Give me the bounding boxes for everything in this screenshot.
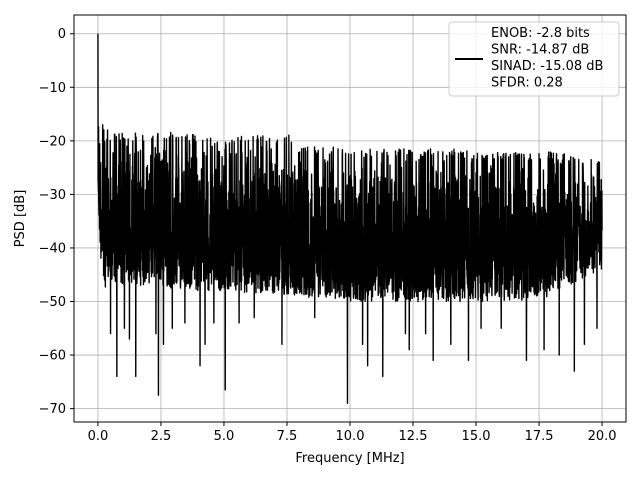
x-tick-label: 5.0	[214, 429, 235, 444]
x-tick-label: 15.0	[462, 429, 491, 444]
y-tick-label: −50	[39, 295, 66, 310]
y-tick-label: −40	[39, 241, 66, 256]
series-group	[97, 33, 603, 404]
y-tick-label: 0	[58, 27, 66, 42]
y-tick-label: −10	[39, 81, 66, 96]
x-axis-label: Frequency [MHz]	[295, 451, 404, 466]
legend-text-snr: SNR: -14.87 dB	[491, 43, 589, 58]
y-tick-label: −20	[39, 134, 66, 149]
x-tick-label: 7.5	[277, 429, 298, 444]
legend-text-sfdr: SFDR: 0.28	[491, 76, 563, 91]
x-tick-label: 0.0	[88, 429, 109, 444]
x-tick-label: 20.0	[588, 429, 617, 444]
y-tick-label: −70	[39, 402, 66, 417]
x-tick-label: 12.5	[399, 429, 428, 444]
x-tick-label: 10.0	[336, 429, 365, 444]
y-ticks: 0 −10 −20 −30 −40 −50 −60 −70	[39, 27, 74, 417]
legend-text-enob: ENOB: -2.8 bits	[491, 26, 590, 41]
y-tick-label: −30	[39, 188, 66, 203]
x-tick-label: 17.5	[525, 429, 554, 444]
x-tick-label: 2.5	[151, 429, 172, 444]
legend: ENOB: -2.8 bits SNR: -14.87 dB SINAD: -1…	[448, 21, 620, 97]
legend-text-sinad: SINAD: -15.08 dB	[491, 59, 603, 74]
psd-series-line	[97, 33, 603, 404]
x-ticks: 0.0 2.5 5.0 7.5 10.0 12.5 15.0 17.5 20.0	[88, 422, 617, 444]
y-tick-label: −60	[39, 349, 66, 364]
y-axis-label: PSD [dB]	[13, 190, 28, 248]
legend-box	[448, 21, 620, 97]
